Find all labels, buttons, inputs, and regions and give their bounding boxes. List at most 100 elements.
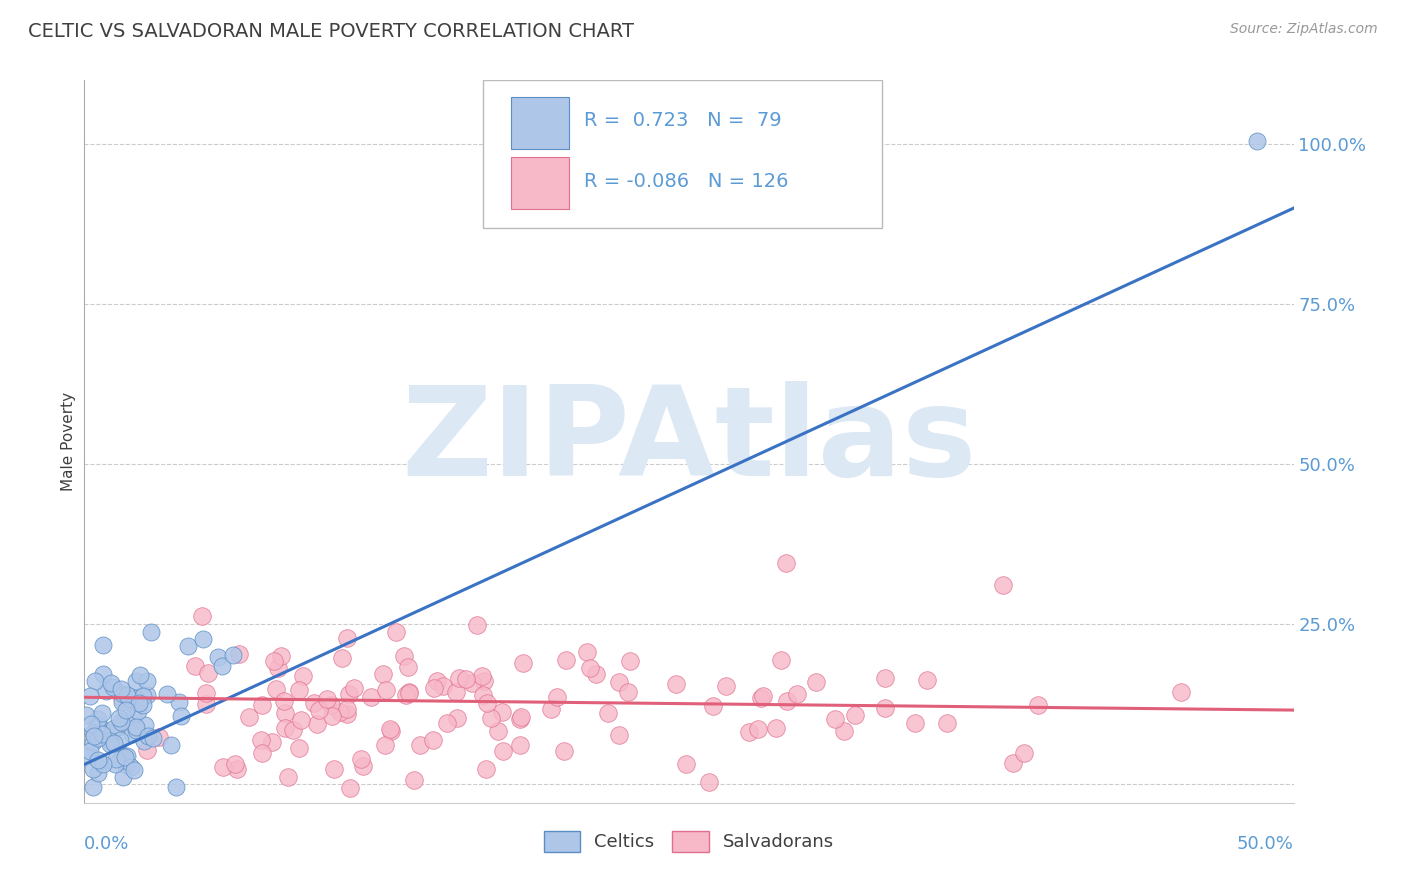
Point	[486, 724, 509, 739]
Point	[395, 688, 418, 702]
Point	[776, 694, 799, 708]
Point	[993, 578, 1015, 592]
Point	[111, 771, 134, 785]
Point	[132, 698, 155, 712]
Text: ZIPAtlas: ZIPAtlas	[401, 381, 977, 502]
Point	[1246, 134, 1268, 148]
Point	[111, 748, 134, 763]
Point	[170, 709, 193, 723]
Point	[91, 667, 114, 681]
Point	[471, 688, 494, 702]
Point	[139, 625, 162, 640]
Bar	[512, 157, 569, 209]
Point	[475, 762, 498, 776]
Point	[446, 711, 468, 725]
Point	[110, 733, 132, 747]
Point	[115, 688, 138, 702]
Point	[509, 738, 531, 752]
Point	[323, 762, 346, 776]
Point	[832, 724, 855, 739]
Point	[396, 660, 419, 674]
Point	[191, 608, 214, 623]
Point	[283, 723, 305, 737]
Point	[540, 702, 562, 716]
Point	[125, 720, 148, 734]
Point	[471, 669, 494, 683]
Point	[129, 668, 152, 682]
Bar	[512, 97, 569, 149]
Point	[264, 682, 287, 697]
Point	[226, 762, 249, 776]
Point	[124, 690, 146, 705]
Point	[98, 737, 121, 751]
Point	[492, 743, 515, 757]
Y-axis label: Male Poverty: Male Poverty	[60, 392, 76, 491]
Point	[120, 760, 142, 774]
Point	[131, 690, 153, 704]
Point	[460, 676, 482, 690]
Point	[702, 699, 724, 714]
Point	[156, 687, 179, 701]
Point	[308, 703, 330, 717]
Point	[665, 677, 688, 691]
Point	[111, 695, 134, 709]
Point	[83, 729, 105, 743]
Point	[103, 735, 125, 749]
Point	[82, 762, 104, 776]
Point	[290, 713, 312, 727]
Point	[79, 743, 101, 757]
Point	[110, 714, 132, 729]
Point	[336, 631, 359, 645]
Point	[142, 731, 165, 745]
Point	[93, 756, 115, 771]
Point	[136, 688, 159, 702]
Point	[304, 697, 326, 711]
Point	[125, 674, 148, 689]
Point	[585, 667, 607, 681]
Point	[409, 738, 432, 752]
Point	[91, 638, 114, 652]
Point	[104, 756, 127, 771]
Point	[114, 757, 136, 772]
Point	[555, 653, 578, 667]
Point	[1026, 698, 1049, 713]
Point	[194, 686, 217, 700]
Point	[321, 709, 343, 723]
Point	[394, 649, 416, 664]
Point	[738, 725, 761, 739]
Point	[288, 682, 311, 697]
Point	[77, 749, 100, 764]
Point	[87, 753, 110, 767]
Point	[84, 674, 107, 689]
Point	[82, 735, 104, 749]
Point	[135, 673, 157, 688]
Point	[371, 666, 394, 681]
Point	[288, 741, 311, 756]
Point	[90, 706, 112, 720]
Point	[108, 711, 131, 725]
Point	[82, 780, 104, 794]
Point	[212, 760, 235, 774]
Point	[714, 679, 737, 693]
Point	[110, 751, 132, 765]
Point	[598, 706, 620, 721]
Point	[184, 659, 207, 673]
Point	[91, 722, 114, 736]
Point	[339, 687, 361, 701]
Point	[475, 697, 498, 711]
Point	[936, 715, 959, 730]
Point	[915, 673, 938, 688]
Point	[238, 710, 260, 724]
Point	[786, 687, 808, 701]
Text: 0.0%: 0.0%	[84, 835, 129, 854]
Point	[339, 781, 361, 796]
Point	[80, 717, 103, 731]
Point	[873, 701, 896, 715]
Point	[330, 650, 353, 665]
Point	[352, 759, 374, 773]
Point	[447, 671, 470, 685]
Text: Source: ZipAtlas.com: Source: ZipAtlas.com	[1230, 22, 1378, 37]
Point	[426, 673, 449, 688]
Legend: Celtics, Salvadorans: Celtics, Salvadorans	[537, 823, 841, 859]
FancyBboxPatch shape	[484, 80, 883, 228]
